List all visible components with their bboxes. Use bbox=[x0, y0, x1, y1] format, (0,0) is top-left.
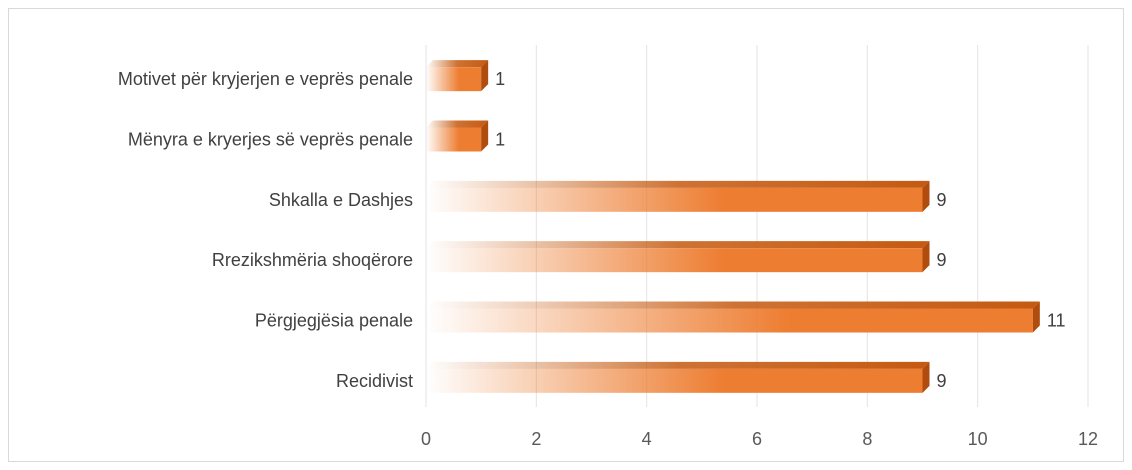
bar-chart: 0 2 4 6 8 10 12 Motivet për kryjerjen e veprës … bbox=[118, 45, 1098, 449]
data-label: 9 bbox=[937, 371, 947, 391]
chart-frame: 0 2 4 6 8 10 12 Motivet për kryjerjen e veprës … bbox=[8, 8, 1124, 462]
bar-front-face bbox=[426, 248, 923, 273]
bar-top-face bbox=[426, 60, 489, 68]
category-label: Mënyra e kryerjes së veprës penale bbox=[128, 130, 413, 150]
data-label: 9 bbox=[937, 190, 947, 210]
category-label: Recidivist bbox=[336, 371, 413, 391]
category-label: Shkalla e Dashjes bbox=[269, 190, 413, 210]
bar-front-face bbox=[426, 67, 482, 92]
bar bbox=[426, 241, 930, 273]
bar-side-face bbox=[922, 241, 930, 273]
bar-top-face bbox=[426, 120, 489, 128]
labels: 0 2 4 6 8 10 12 Motivet për kryjerjen e veprës … bbox=[118, 69, 1098, 449]
data-label: 11 bbox=[1047, 311, 1066, 331]
bar-top-face bbox=[426, 361, 930, 369]
bars bbox=[426, 60, 1040, 393]
bar bbox=[426, 361, 930, 393]
data-label: 9 bbox=[937, 250, 947, 270]
bar-front-face bbox=[426, 187, 923, 212]
x-tick-label: 10 bbox=[968, 429, 988, 449]
bar bbox=[426, 180, 930, 212]
category-label: Rrezikshmëria shoqërore bbox=[212, 250, 413, 270]
bar-front-face bbox=[426, 368, 923, 393]
bar bbox=[426, 60, 489, 92]
bar-side-face bbox=[922, 180, 930, 212]
bar-front-face bbox=[426, 127, 482, 152]
x-tick-label: 4 bbox=[642, 429, 652, 449]
bar bbox=[426, 120, 489, 152]
bar-top-face bbox=[426, 180, 930, 188]
bar bbox=[426, 301, 1040, 333]
x-tick-label: 6 bbox=[752, 429, 762, 449]
bar-side-face bbox=[481, 60, 489, 92]
bar-front-face bbox=[426, 308, 1033, 333]
bar-side-face bbox=[922, 361, 930, 393]
x-tick-label: 8 bbox=[862, 429, 872, 449]
x-tick-label: 12 bbox=[1078, 429, 1098, 449]
data-label: 1 bbox=[495, 69, 505, 89]
bar-top-face bbox=[426, 301, 1040, 309]
bar-side-face bbox=[481, 120, 489, 152]
bar-side-face bbox=[1032, 301, 1040, 333]
bar-top-face bbox=[426, 241, 930, 249]
data-label: 1 bbox=[495, 130, 505, 150]
x-tick-label: 2 bbox=[531, 429, 541, 449]
category-label: Përgjegjësia penale bbox=[255, 311, 413, 331]
x-tick-label: 0 bbox=[421, 429, 431, 449]
category-label: Motivet për kryjerjen e veprës penale bbox=[118, 69, 413, 89]
grid-lines bbox=[425, 45, 1089, 407]
